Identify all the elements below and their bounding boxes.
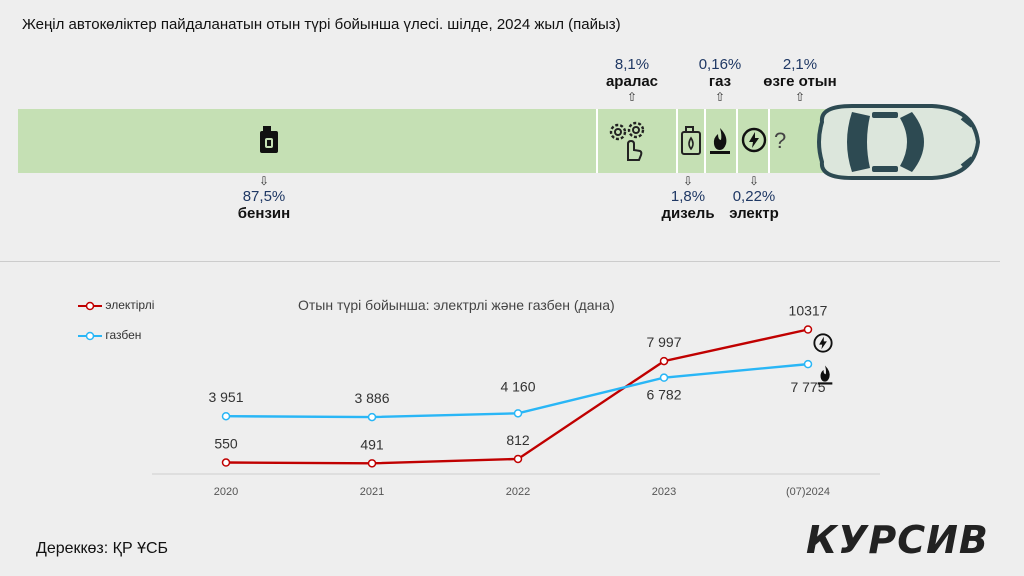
- source-note: Дереккөз: ҚР ҰСБ: [36, 540, 169, 557]
- legend-swatch: [78, 301, 102, 311]
- data-point: [513, 409, 523, 418]
- segment-divider: [768, 109, 770, 173]
- share-name: дизель: [661, 205, 715, 222]
- lightning-icon: [740, 126, 768, 159]
- share-pct: 2,1%: [782, 56, 818, 73]
- arrow-down-icon: ⇩: [258, 174, 270, 188]
- section-divider: [0, 261, 1000, 262]
- fuel-share-bar: [18, 109, 838, 173]
- legend-swatch: [78, 331, 102, 341]
- segment-divider: [736, 109, 738, 173]
- data-label: 3 951: [208, 389, 243, 405]
- x-tick-label: 2021: [360, 486, 384, 498]
- series-line-0: [225, 328, 809, 465]
- share-label-mixed: 8,1% аралас ⇧: [596, 56, 668, 104]
- question-icon: ?: [774, 128, 787, 153]
- data-point: [803, 325, 813, 334]
- brand-logo: КУРСИВ: [806, 518, 989, 562]
- x-tick-label: 2022: [506, 486, 530, 498]
- page-title: Жеңіл автокөліктер пайдаланатын отын түр…: [22, 16, 621, 33]
- data-label: 7 997: [646, 334, 681, 350]
- share-name: өзге отын: [763, 73, 837, 90]
- lightning-icon: [812, 332, 834, 359]
- x-tick-label: (07)2024: [786, 486, 830, 498]
- share-name: аралас: [605, 73, 659, 90]
- share-pct: 87,5%: [242, 188, 286, 205]
- gears-hand-icon: [606, 120, 650, 169]
- data-point: [513, 454, 523, 464]
- arrow-up-icon: ⇧: [794, 90, 806, 104]
- data-label: 6 782: [646, 387, 681, 403]
- share-label-gas: 0,16% газ ⇧: [692, 56, 748, 104]
- share-pct: 0,16%: [698, 56, 742, 73]
- car-icon: [812, 100, 984, 189]
- data-label: 491: [360, 436, 384, 452]
- gas-flame-icon: [708, 126, 732, 161]
- data-label: 10317: [789, 303, 828, 319]
- arrow-down-icon: ⇩: [748, 174, 760, 188]
- share-pct: 8,1%: [614, 56, 650, 73]
- share-label-electric: ⇩ 0,22% электр: [722, 174, 786, 222]
- data-point: [659, 373, 669, 382]
- segment-divider: [704, 109, 706, 173]
- data-label: 550: [214, 436, 238, 452]
- segment-divider: [676, 109, 678, 173]
- share-label-other: 2,1% өзге отын ⇧: [752, 56, 848, 104]
- data-label: 3 886: [354, 390, 389, 406]
- data-point: [221, 458, 231, 467]
- legend-label: газбен: [105, 328, 142, 342]
- legend-item-gas: газбен: [78, 328, 141, 342]
- diesel-canister-icon: [680, 126, 702, 161]
- arrow-up-icon: ⇧: [714, 90, 726, 104]
- series-line-1: [225, 362, 809, 419]
- share-pct: 1,8%: [670, 188, 706, 205]
- fuel-canister-icon: [258, 125, 280, 160]
- share-name: газ: [708, 73, 732, 90]
- segment-divider: [596, 109, 598, 173]
- data-label: 4 160: [500, 378, 535, 394]
- data-label: 812: [506, 432, 530, 448]
- data-point: [221, 411, 231, 421]
- share-name: электр: [729, 205, 779, 222]
- share-name: бензин: [237, 205, 291, 222]
- data-point: [659, 356, 669, 366]
- data-point: [367, 412, 377, 422]
- legend-item-electric: электірлі: [78, 298, 154, 312]
- arrow-down-icon: ⇩: [682, 174, 694, 188]
- data-point: [803, 359, 813, 369]
- arrow-up-icon: ⇧: [626, 90, 638, 104]
- x-tick-label: 2020: [214, 486, 238, 498]
- chart-title: Отын түрі бойынша: электрлі және газбен …: [298, 297, 615, 313]
- share-label-diesel: ⇩ 1,8% дизель: [656, 174, 720, 222]
- legend-label: электірлі: [105, 298, 155, 312]
- share-label-petrol: ⇩ 87,5% бензин: [228, 174, 300, 222]
- gas-flame-icon: [816, 364, 834, 391]
- share-pct: 0,22%: [732, 188, 776, 205]
- data-point: [367, 459, 377, 468]
- x-tick-label: 2023: [652, 486, 676, 498]
